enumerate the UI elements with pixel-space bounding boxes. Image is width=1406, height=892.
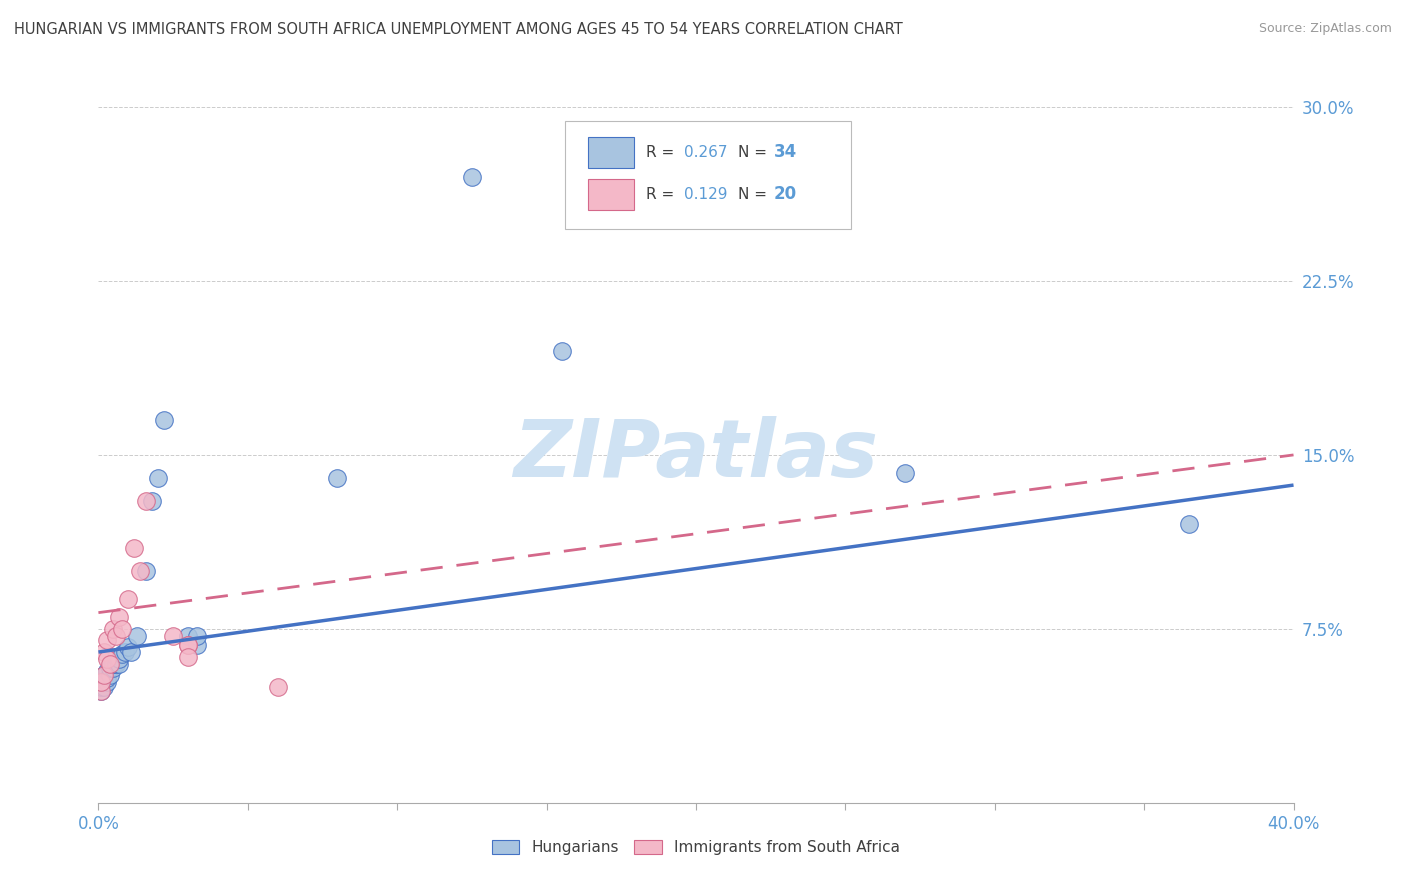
Point xyxy=(103,622,125,636)
Point xyxy=(93,668,115,682)
Point xyxy=(153,413,176,427)
Point xyxy=(177,629,200,643)
Point xyxy=(111,648,134,662)
Point xyxy=(108,652,131,666)
Bar xyxy=(589,179,634,211)
Text: N =: N = xyxy=(738,187,772,202)
Point xyxy=(105,629,128,643)
Point xyxy=(103,657,125,671)
Point xyxy=(90,680,112,694)
Bar xyxy=(589,136,634,168)
Point xyxy=(108,610,131,624)
Point xyxy=(108,657,131,671)
Point xyxy=(96,675,118,690)
Point xyxy=(111,622,134,636)
Point xyxy=(162,629,184,643)
Point xyxy=(117,591,139,606)
Text: 20: 20 xyxy=(773,186,797,203)
Text: 34: 34 xyxy=(773,143,797,161)
Point xyxy=(141,494,163,508)
Point xyxy=(114,645,136,659)
Point xyxy=(135,564,157,578)
Point xyxy=(186,638,208,652)
Point xyxy=(90,684,112,698)
Point xyxy=(90,675,112,690)
Point xyxy=(93,680,115,694)
Point xyxy=(894,467,917,481)
Text: 0.129: 0.129 xyxy=(685,187,727,202)
Point xyxy=(127,629,149,643)
Point xyxy=(129,564,152,578)
Point xyxy=(120,645,142,659)
Y-axis label: Unemployment Among Ages 45 to 54 years: Unemployment Among Ages 45 to 54 years xyxy=(0,287,7,623)
Point xyxy=(96,664,118,678)
Point xyxy=(93,645,115,659)
Point xyxy=(124,541,146,555)
Point xyxy=(186,629,208,643)
Point xyxy=(135,494,157,508)
Point xyxy=(98,668,122,682)
Point xyxy=(90,684,112,698)
Text: R =: R = xyxy=(645,145,679,160)
Point xyxy=(117,640,139,655)
Point xyxy=(105,649,128,664)
Legend: Hungarians, Immigrants from South Africa: Hungarians, Immigrants from South Africa xyxy=(485,834,907,862)
Point xyxy=(177,649,200,664)
Text: 0.267: 0.267 xyxy=(685,145,727,160)
Point xyxy=(177,638,200,652)
Text: R =: R = xyxy=(645,187,679,202)
Text: ZIPatlas: ZIPatlas xyxy=(513,416,879,494)
Point xyxy=(1178,517,1201,532)
Text: N =: N = xyxy=(738,145,772,160)
Point xyxy=(98,657,122,671)
Point xyxy=(103,661,125,675)
Point xyxy=(148,471,170,485)
Point xyxy=(96,633,118,648)
Point xyxy=(177,638,200,652)
Point xyxy=(98,661,122,675)
Text: Source: ZipAtlas.com: Source: ZipAtlas.com xyxy=(1258,22,1392,36)
FancyBboxPatch shape xyxy=(565,121,852,229)
Point xyxy=(550,343,572,358)
Point xyxy=(93,673,115,687)
Point xyxy=(96,671,118,685)
Text: HUNGARIAN VS IMMIGRANTS FROM SOUTH AFRICA UNEMPLOYMENT AMONG AGES 45 TO 54 YEARS: HUNGARIAN VS IMMIGRANTS FROM SOUTH AFRIC… xyxy=(14,22,903,37)
Point xyxy=(326,471,349,485)
Point xyxy=(90,675,112,690)
Point xyxy=(93,668,115,682)
Point xyxy=(461,169,484,184)
Point xyxy=(96,652,118,666)
Point xyxy=(267,680,290,694)
Point xyxy=(105,657,128,671)
